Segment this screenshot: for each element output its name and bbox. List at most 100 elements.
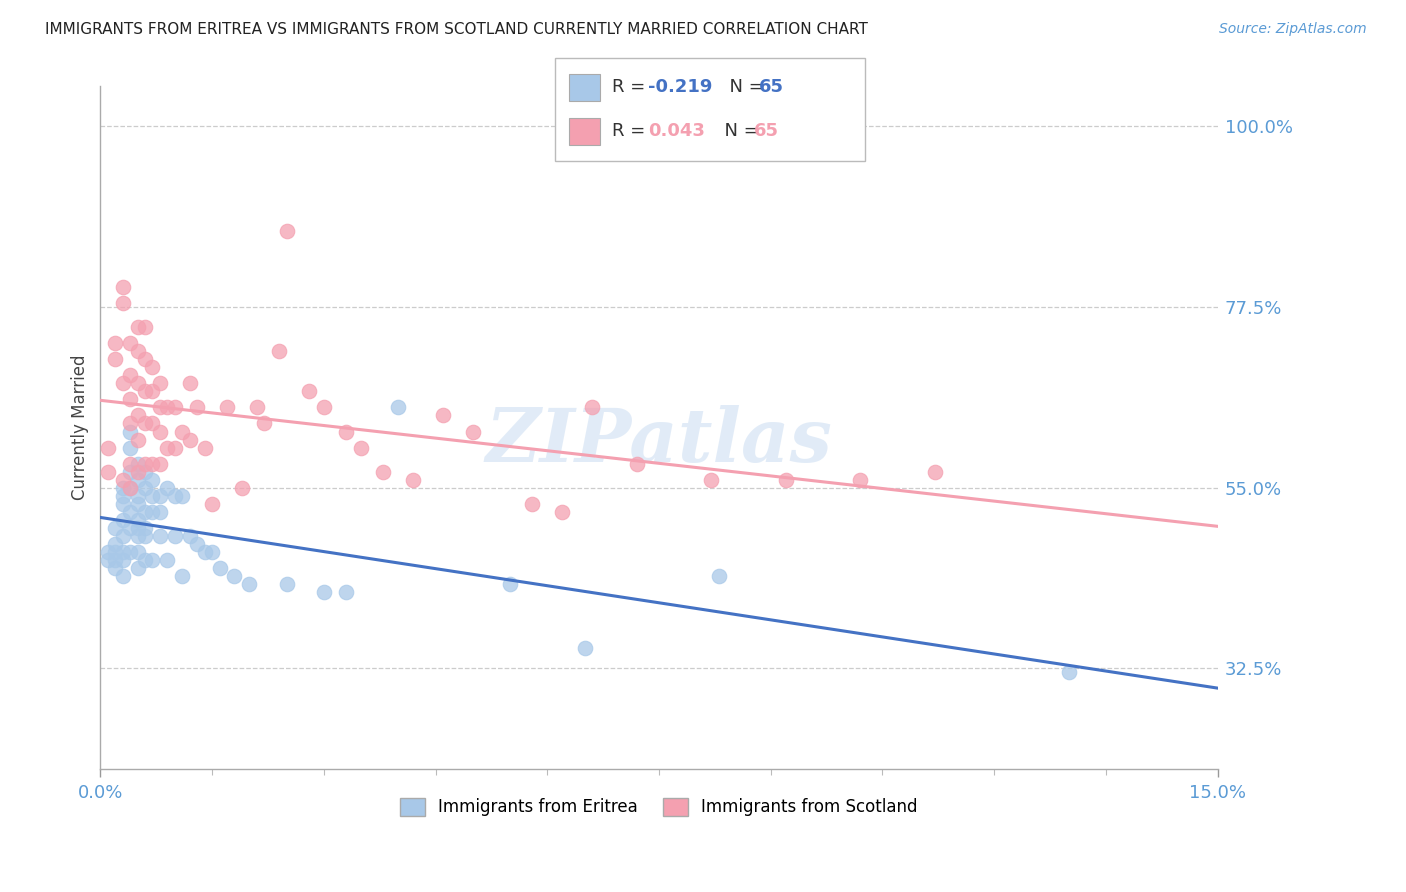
Point [127, 489, 149, 503]
Point [127, 513, 149, 527]
Point [111, 296, 134, 310]
Point [111, 513, 134, 527]
Point [111, 376, 134, 391]
Point [104, 545, 127, 559]
Point [120, 417, 142, 431]
Point [149, 505, 172, 519]
Point [134, 505, 156, 519]
Point [238, 577, 260, 591]
Point [134, 320, 156, 334]
Point [127, 344, 149, 359]
Point [387, 401, 409, 415]
Point [1057, 665, 1080, 680]
Point [97, 545, 120, 559]
Point [141, 553, 163, 567]
Point [149, 401, 172, 415]
Point [246, 401, 269, 415]
Point [172, 425, 194, 439]
Point [111, 497, 134, 511]
Point [269, 344, 291, 359]
Point [149, 529, 172, 543]
Point [111, 481, 134, 495]
Point [127, 457, 149, 471]
Point [120, 505, 142, 519]
Point [163, 529, 186, 543]
Point [127, 561, 149, 575]
Point [149, 457, 172, 471]
Point [127, 320, 149, 334]
Point [432, 409, 454, 423]
Point [551, 505, 574, 519]
Point [104, 336, 127, 351]
Point [253, 417, 276, 431]
Text: -0.219: -0.219 [648, 78, 713, 96]
Point [775, 473, 797, 487]
Point [215, 401, 238, 415]
Point [111, 473, 134, 487]
Point [120, 441, 142, 455]
Text: ZIPatlas: ZIPatlas [485, 405, 832, 477]
Point [924, 465, 946, 479]
Point [194, 441, 217, 455]
Point [141, 360, 163, 375]
Point [208, 561, 231, 575]
Point [156, 553, 179, 567]
Text: 0.043: 0.043 [648, 122, 704, 140]
Point [149, 489, 172, 503]
Point [120, 425, 142, 439]
Point [97, 553, 120, 567]
Point [141, 489, 163, 503]
Point [97, 441, 120, 455]
Point [111, 545, 134, 559]
Text: IMMIGRANTS FROM ERITREA VS IMMIGRANTS FROM SCOTLAND CURRENTLY MARRIED CORRELATIO: IMMIGRANTS FROM ERITREA VS IMMIGRANTS FR… [45, 22, 868, 37]
Point [127, 497, 149, 511]
Point [134, 417, 156, 431]
Point [335, 425, 357, 439]
Point [127, 433, 149, 447]
Point [626, 457, 648, 471]
Point [179, 529, 201, 543]
Point [134, 465, 156, 479]
Point [134, 521, 156, 535]
Point [127, 409, 149, 423]
Point [111, 569, 134, 583]
Point [373, 465, 395, 479]
Point [134, 481, 156, 495]
Point [120, 465, 142, 479]
Point [141, 457, 163, 471]
Point [120, 368, 142, 383]
Point [104, 537, 127, 551]
Point [127, 529, 149, 543]
Point [522, 497, 544, 511]
Point [156, 401, 179, 415]
Point [111, 529, 134, 543]
Point [127, 545, 149, 559]
Text: 65: 65 [759, 78, 785, 96]
Point [499, 577, 522, 591]
Point [134, 352, 156, 367]
Point [312, 585, 335, 599]
Point [156, 441, 179, 455]
Point [574, 641, 596, 656]
Point [120, 392, 142, 407]
Point [111, 489, 134, 503]
Point [179, 376, 201, 391]
Point [97, 465, 120, 479]
Point [163, 489, 186, 503]
Point [141, 505, 163, 519]
Point [127, 465, 149, 479]
Point [127, 376, 149, 391]
Text: 65: 65 [754, 122, 779, 140]
Point [127, 473, 149, 487]
Point [335, 585, 357, 599]
Point [134, 457, 156, 471]
Point [120, 545, 142, 559]
Point [298, 384, 321, 399]
Y-axis label: Currently Married: Currently Married [72, 355, 89, 500]
Point [700, 473, 723, 487]
Point [186, 537, 208, 551]
Point [163, 401, 186, 415]
Point [127, 521, 149, 535]
Point [201, 497, 224, 511]
Point [849, 473, 872, 487]
